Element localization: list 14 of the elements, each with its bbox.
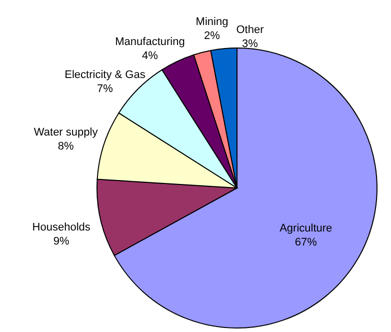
data-label: 2%	[204, 30, 220, 42]
slice-label: Water supply	[34, 126, 98, 138]
data-label: 7%	[97, 83, 114, 95]
data-label: 67%	[294, 236, 318, 249]
slice-label: Households	[32, 221, 91, 234]
data-label: 4%	[142, 50, 158, 62]
slice-label: Electricity & Gas	[64, 69, 146, 81]
slice-label: Other	[236, 24, 264, 36]
data-label: 9%	[53, 235, 70, 248]
slice-label: Manufacturing	[115, 36, 185, 48]
slice-label: Mining	[196, 16, 228, 28]
data-label: 3%	[242, 38, 258, 50]
slice-label: Agriculture	[280, 222, 332, 235]
data-label: 8%	[58, 140, 74, 152]
